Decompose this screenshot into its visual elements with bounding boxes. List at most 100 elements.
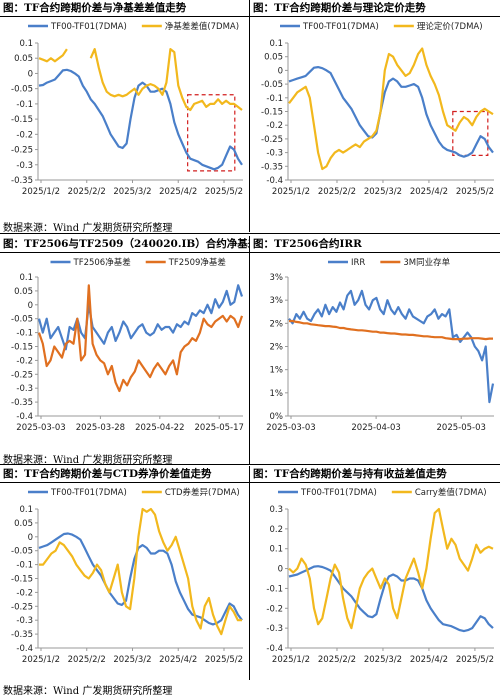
- y-tick-label: -0.25: [261, 135, 283, 145]
- y-tick-label: 0: [278, 66, 283, 76]
- highlight-box: [187, 94, 236, 172]
- legend-label: TF2506净基差: [73, 257, 131, 268]
- x-tick-label: 2025/5/2: [456, 655, 494, 665]
- y-tick-label: -0.3: [266, 149, 283, 159]
- series-line: [288, 565, 494, 633]
- y-tick-label: 3%: [270, 273, 284, 283]
- panel-title: 图：TF合约跨期价差与持有收益差值走势: [250, 466, 500, 483]
- panel-net-basis-contracts: 图：TF2506与TF2509（240020.IB）合约净基差 0.1 0.05 0…: [0, 236, 249, 466]
- legend-label: TF00-TF01(7DMA): [50, 22, 127, 32]
- chart-spread-vs-ctd: 0.1 0.05 0 -0.05 -0.1 -0.15 -0.2 -0.25 -0.3 -0.35…: [11, 487, 243, 665]
- panel-irr: 图：TF2506合约IRR 3% 3% 2% 2% 1% 1% 0% 2025-03-03 20…: [250, 236, 500, 464]
- x-tick-label: 2025-05-17: [195, 423, 244, 433]
- y-tick-label: -0.35: [11, 630, 33, 640]
- divider: [249, 466, 250, 680]
- x-tick-label: 2025-04-22: [135, 423, 184, 433]
- panel-spread-vs-theoretical: 图：TF合约跨期价差与理论定价走势 0.1 0.05 0 -0.05 -0.1 -0.15…: [250, 0, 500, 232]
- y-tick-label: 0.05: [14, 54, 33, 64]
- legend-label: TF00-TF01(7DMA): [302, 22, 379, 32]
- legend-label: TF2509净基差: [168, 257, 226, 268]
- y-tick-label: 0.1: [19, 39, 33, 49]
- y-tick-label: 0.1: [269, 39, 283, 49]
- source-note: 数据来源：Wind 广发期货研究所整理: [3, 686, 173, 697]
- series-line: [38, 68, 243, 171]
- y-tick-label: -0.3: [266, 624, 283, 634]
- x-tick-label: 2025-05-03: [437, 423, 486, 433]
- y-tick-label: -0.2: [16, 588, 33, 598]
- series-line: [289, 319, 493, 341]
- legend-label: TF00-TF01(7DMA): [300, 488, 377, 498]
- y-tick-label: -0.15: [11, 343, 33, 353]
- panel-title: 图：TF合约跨期价差与净基差差值走势: [0, 0, 249, 17]
- y-tick-label: -0.15: [11, 115, 33, 125]
- panel-title: 图：TF合约跨期价差与CTD券净价差值走势: [0, 466, 249, 483]
- legend-label: TF00-TF01(7DMA): [50, 488, 127, 498]
- y-tick-label: 0: [278, 565, 283, 575]
- y-tick-label: -0.05: [11, 315, 33, 325]
- y-tick-label: -0.05: [11, 547, 33, 557]
- y-tick-label: -0.15: [11, 575, 33, 585]
- series-line: [37, 284, 244, 351]
- series-line: [288, 47, 494, 171]
- y-tick-label: 0.1: [19, 273, 33, 283]
- x-tick-label: 2025/2/2: [318, 187, 356, 197]
- chart-net-basis-contracts: 0.1 0.05 0 -0.05 -0.1 -0.15 -0.2 -0.25 -0.3 -0.35…: [11, 257, 244, 433]
- y-tick-label: -0.4: [266, 644, 283, 654]
- y-tick-label: -0.2: [266, 121, 283, 131]
- y-tick-label: 3%: [270, 296, 284, 306]
- y-tick-label: 0.1: [19, 505, 33, 515]
- y-tick-label: -0.4: [266, 176, 283, 186]
- x-tick-label: 2025/3/2: [113, 655, 151, 665]
- x-tick-label: 2025/4/2: [410, 655, 448, 665]
- y-tick-label: -0.1: [16, 100, 33, 110]
- legend-label: 理论定价(7DMA): [417, 21, 483, 32]
- y-tick-label: 1%: [270, 389, 284, 399]
- chart-spread-vs-net-basis: 0.1 0.05 0 -0.05 -0.1 -0.15 -0.2 -0.25 -0.3 -0.35…: [11, 21, 243, 197]
- x-tick-label: 2025-04-03: [351, 423, 400, 433]
- y-tick-label: 0.05: [14, 287, 33, 297]
- x-tick-label: 2025/4/2: [410, 187, 448, 197]
- divider: [0, 464, 500, 465]
- x-tick-label: 2025/3/2: [364, 187, 402, 197]
- y-tick-label: -0.3: [16, 616, 33, 626]
- y-tick-label: 0: [28, 533, 33, 543]
- y-tick-label: -0.4: [16, 644, 33, 654]
- series-line: [37, 284, 244, 393]
- y-tick-label: 2%: [270, 319, 284, 329]
- y-tick-label: -0.1: [266, 584, 283, 594]
- y-tick-label: 0%: [270, 412, 284, 422]
- y-tick-label: -0.1: [16, 561, 33, 571]
- y-tick-label: 2%: [270, 343, 284, 353]
- x-tick-label: 2025/2/2: [68, 187, 106, 197]
- x-tick-label: 2025/4/2: [159, 187, 197, 197]
- y-tick-label: -0.25: [11, 602, 33, 612]
- y-tick-label: 0.2: [269, 525, 283, 535]
- y-tick-label: 0.1: [269, 545, 283, 555]
- legend-label: Carry差值(7DMA): [415, 487, 487, 498]
- y-tick-label: 0.05: [14, 519, 33, 529]
- y-tick-label: 0: [28, 69, 33, 79]
- y-tick-label: -0.05: [11, 85, 33, 95]
- x-tick-label: 2025/4/2: [159, 655, 197, 665]
- y-tick-label: -0.3: [16, 161, 33, 171]
- y-tick-label: 0: [28, 301, 33, 311]
- y-tick-label: 0.05: [264, 53, 283, 63]
- series-line: [288, 66, 494, 158]
- highlight-box: [452, 110, 489, 156]
- panel-title: 图：TF合约跨期价差与理论定价走势: [250, 0, 500, 17]
- source-note: 数据来源：Wind 广发期货研究所整理: [3, 455, 173, 466]
- x-tick-label: 2025-03-28: [76, 423, 125, 433]
- chart-irr: 3% 3% 2% 2% 1% 1% 0%2025-03-03 2025-04-03 2025-0…: [266, 257, 495, 433]
- panel-spread-vs-carry: 图：TF合约跨期价差与持有收益差值走势 0.3 0.2 0.1 0 -0.1 -0.2 -0…: [250, 466, 500, 696]
- x-tick-label: 2025/1/2: [272, 187, 310, 197]
- legend-label: IRR: [351, 258, 365, 268]
- chart-spread-vs-theoretical: 0.1 0.05 0 -0.05 -0.1 -0.15 -0.2 -0.25 -0.3 -0.35…: [261, 21, 494, 197]
- x-tick-label: 2025/1/2: [22, 187, 60, 197]
- panel-spread-vs-ctd: 图：TF合约跨期价差与CTD券净价差值走势 0.1 0.05 0 -0.05 -0.1 -…: [0, 466, 249, 697]
- x-tick-label: 2025/1/2: [22, 655, 60, 665]
- x-tick-label: 2025/5/2: [456, 187, 494, 197]
- y-tick-label: -0.2: [16, 356, 33, 366]
- y-tick-label: -0.35: [11, 176, 33, 186]
- series-line: [288, 289, 495, 404]
